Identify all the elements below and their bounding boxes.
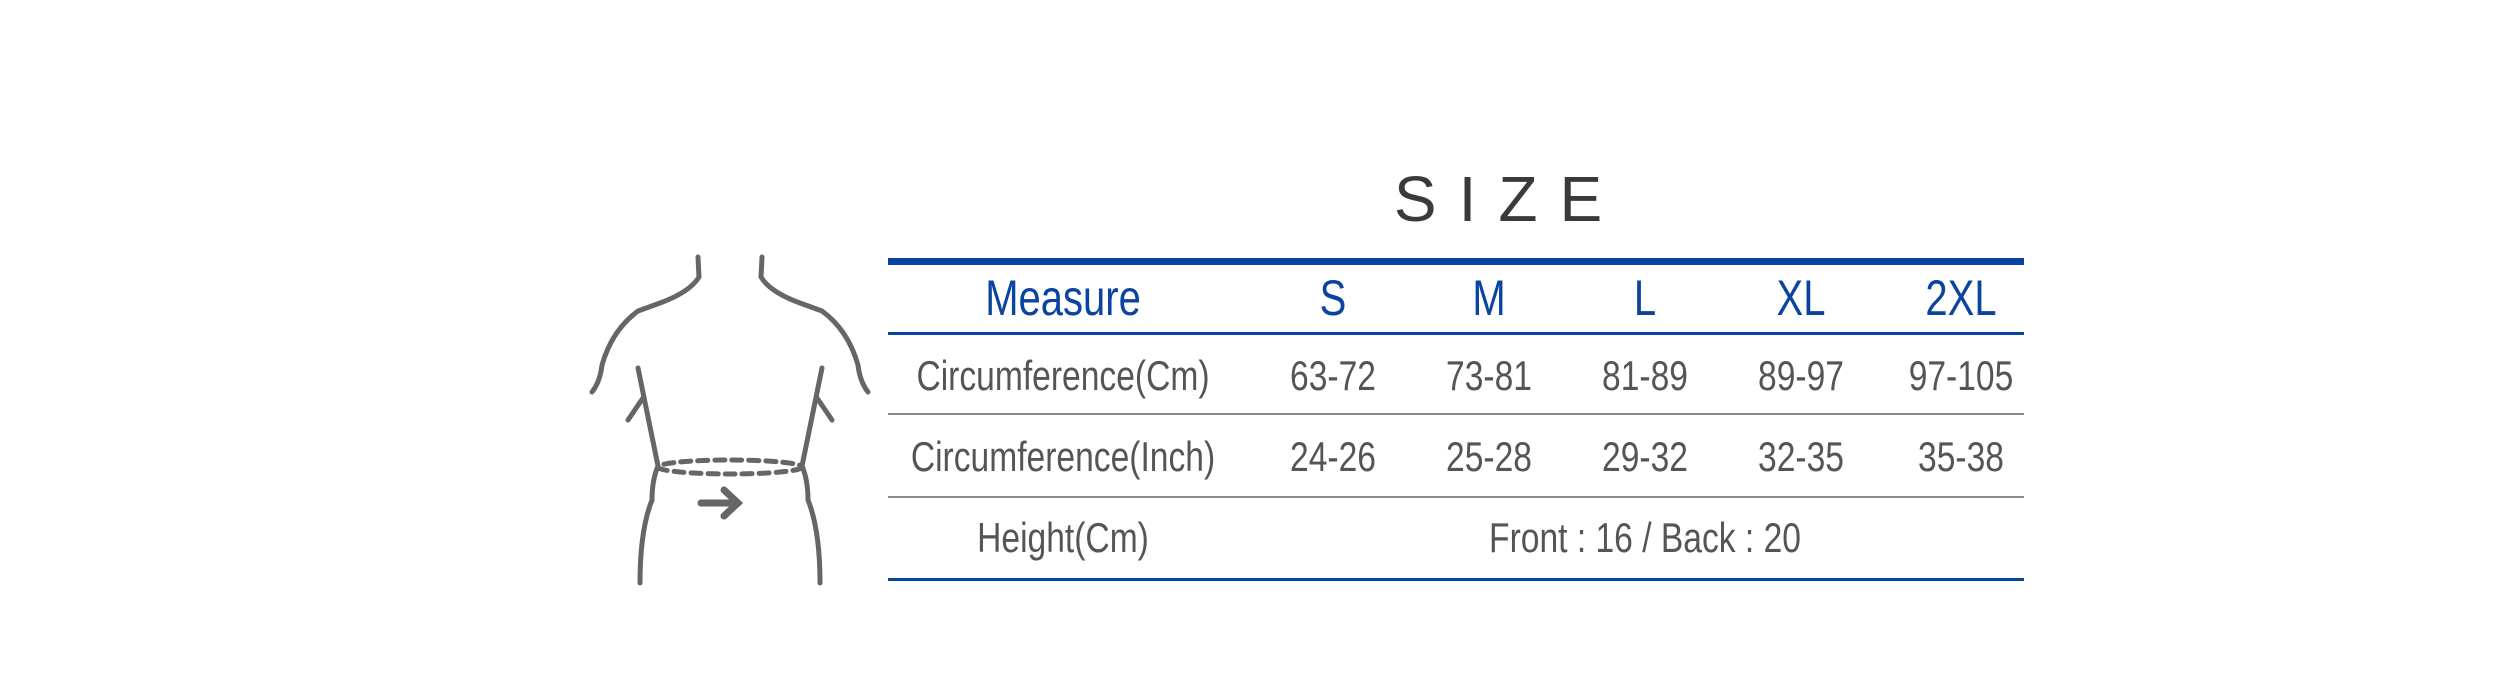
row-label: Circumference(Inch) (910, 433, 1216, 480)
header-m: M (1472, 270, 1506, 326)
cell: 35-38 (1918, 433, 2004, 480)
header-rule (888, 332, 2024, 335)
cell: 24-26 (1290, 433, 1376, 480)
cell: 97-105 (1908, 352, 2014, 399)
header-measure: Measure (985, 270, 1141, 326)
row-label: Height(Cm) (977, 514, 1149, 561)
page-title: SIZE (1393, 163, 1625, 235)
cell: 89-97 (1758, 352, 1844, 399)
row-divider (888, 413, 2024, 415)
cell: 32-35 (1758, 433, 1844, 480)
header-2xl: 2XL (1925, 270, 1997, 326)
row-divider (888, 496, 2024, 498)
header-s: S (1319, 270, 1347, 326)
cell: 29-32 (1602, 433, 1688, 480)
cell: 73-81 (1446, 352, 1532, 399)
header-l: L (1633, 270, 1657, 326)
table-bottom-rule (888, 578, 2024, 581)
height-cell: Front : 16 / Back : 20 (1489, 514, 1801, 561)
table-top-rule (888, 258, 2024, 265)
cell: 25-28 (1446, 433, 1532, 480)
cell: 81-89 (1602, 352, 1688, 399)
cell: 63-72 (1290, 352, 1376, 399)
row-label: Circumference(Cm) (916, 352, 1210, 399)
header-xl: XL (1776, 270, 1826, 326)
